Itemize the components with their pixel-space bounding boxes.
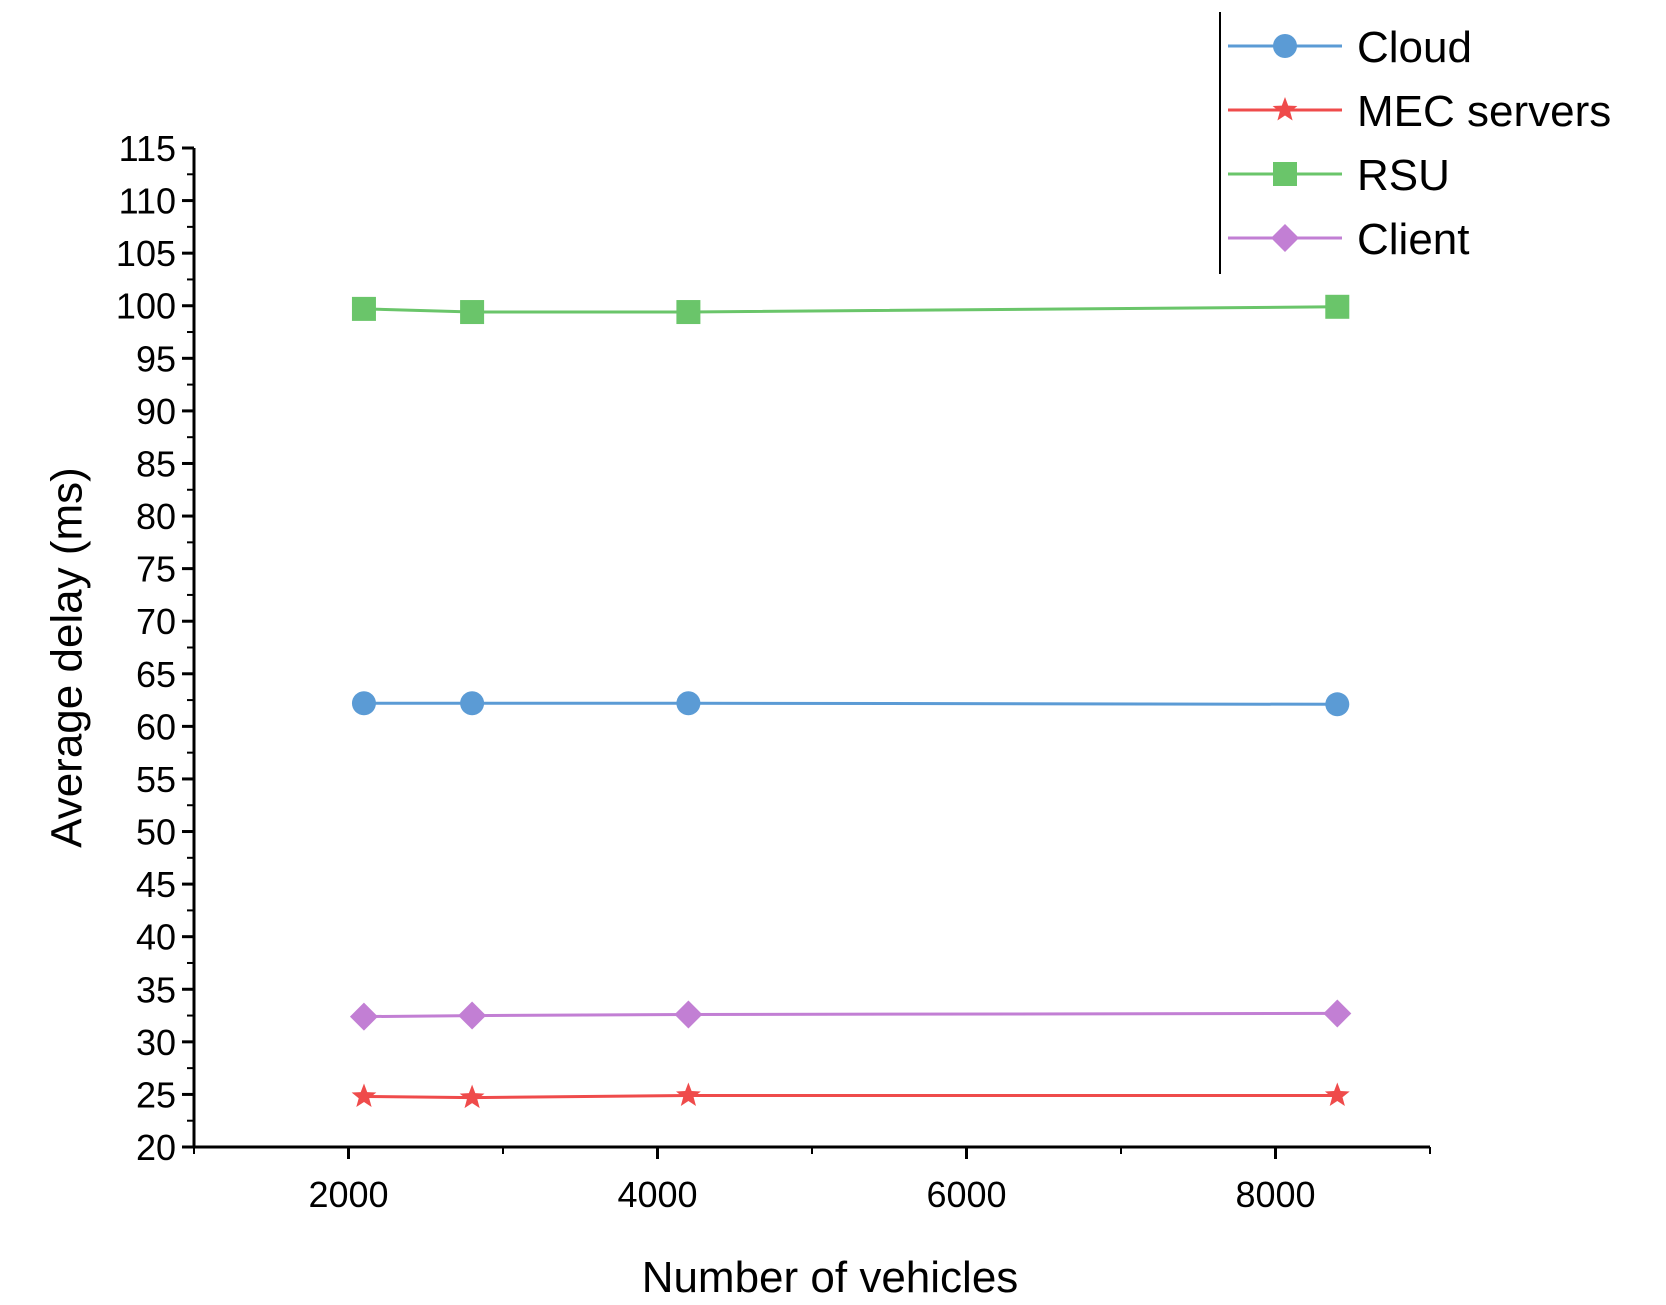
data-point — [1323, 999, 1352, 1028]
data-point — [676, 691, 701, 716]
legend-label: MEC servers — [1357, 87, 1611, 136]
y-tick-label: 105 — [116, 233, 176, 274]
data-point — [676, 300, 701, 325]
legend-marker — [1271, 224, 1299, 252]
plot-area: 20 25 30 35 40 45 50 55 60 65 70 75 80 85 90 95 100 105 11… — [116, 128, 1431, 1215]
y-tick-label: 80 — [136, 496, 176, 537]
data-point — [459, 1084, 485, 1109]
series-layer — [349, 294, 1352, 1109]
data-point — [1324, 1082, 1350, 1106]
y-tick-label: 100 — [116, 286, 176, 327]
y-tick-label: 45 — [136, 864, 176, 905]
series-line — [363, 305, 1338, 314]
series-line — [364, 701, 1338, 706]
y-tick-label: 85 — [136, 443, 176, 484]
legend-label: Client — [1357, 215, 1470, 264]
x-tick-label: 2000 — [308, 1174, 388, 1215]
data-point — [349, 1002, 378, 1031]
y-tick-label: 25 — [136, 1074, 176, 1115]
data-point — [351, 691, 376, 716]
y-tick-label: 30 — [136, 1022, 176, 1063]
y-tick-label: 50 — [136, 812, 176, 853]
y-tick-label: 35 — [136, 969, 176, 1010]
legend-label: RSU — [1357, 151, 1450, 200]
legend-item: MEC servers — [1228, 87, 1611, 136]
y-tick-label: 115 — [119, 128, 176, 169]
data-point — [1325, 692, 1350, 717]
legend-marker — [1273, 162, 1297, 186]
legend-item: Cloud — [1228, 23, 1472, 72]
data-point — [458, 1001, 487, 1030]
axes-layer: 20 25 30 35 40 45 50 55 60 65 70 75 80 85 90 95 100 105 11… — [116, 128, 1431, 1215]
data-point — [674, 1000, 703, 1029]
series-rsu — [351, 294, 1350, 325]
y-tick-label: 65 — [136, 654, 176, 695]
series-line — [363, 1011, 1338, 1019]
y-tick-label: 55 — [136, 759, 176, 800]
y-tick-label: 60 — [136, 706, 176, 747]
legend-item: Client — [1228, 215, 1470, 264]
data-point — [1325, 294, 1350, 319]
y-tick-label: 70 — [136, 601, 176, 642]
y-tick-label: 75 — [136, 549, 176, 590]
y-axis-ticks: 20 25 30 35 40 45 50 55 60 65 70 75 80 85 90 95 100 105 11… — [116, 128, 194, 1168]
x-tick-label: 8000 — [1235, 1174, 1315, 1215]
series-mec-servers — [351, 1082, 1350, 1109]
legend-marker — [1273, 34, 1297, 58]
y-tick-label: 90 — [136, 391, 176, 432]
series-line — [363, 1094, 1338, 1100]
x-axis-title: Number of vehicles — [642, 1253, 1019, 1302]
x-tick-label: 6000 — [926, 1174, 1006, 1215]
legend-label: Cloud — [1357, 23, 1472, 72]
legend-marker — [1272, 97, 1298, 121]
series-cloud — [351, 691, 1350, 717]
y-axis-title: Average delay (ms) — [42, 467, 91, 848]
data-point — [351, 1083, 377, 1107]
y-tick-label: 95 — [136, 338, 176, 379]
x-axis-ticks: 2000 4000 6000 8000 — [193, 1147, 1431, 1215]
y-tick-label: 20 — [136, 1127, 176, 1168]
data-point — [460, 691, 485, 716]
data-point — [676, 1082, 701, 1106]
data-point — [351, 296, 376, 321]
data-point — [460, 300, 485, 325]
x-tick-label: 4000 — [617, 1174, 697, 1215]
legend: Cloud MEC servers RSU Client — [1219, 12, 1611, 274]
y-tick-label: 110 — [119, 181, 176, 222]
legend-item: RSU — [1228, 151, 1450, 200]
y-tick-label: 40 — [136, 917, 176, 958]
series-client — [349, 999, 1352, 1031]
